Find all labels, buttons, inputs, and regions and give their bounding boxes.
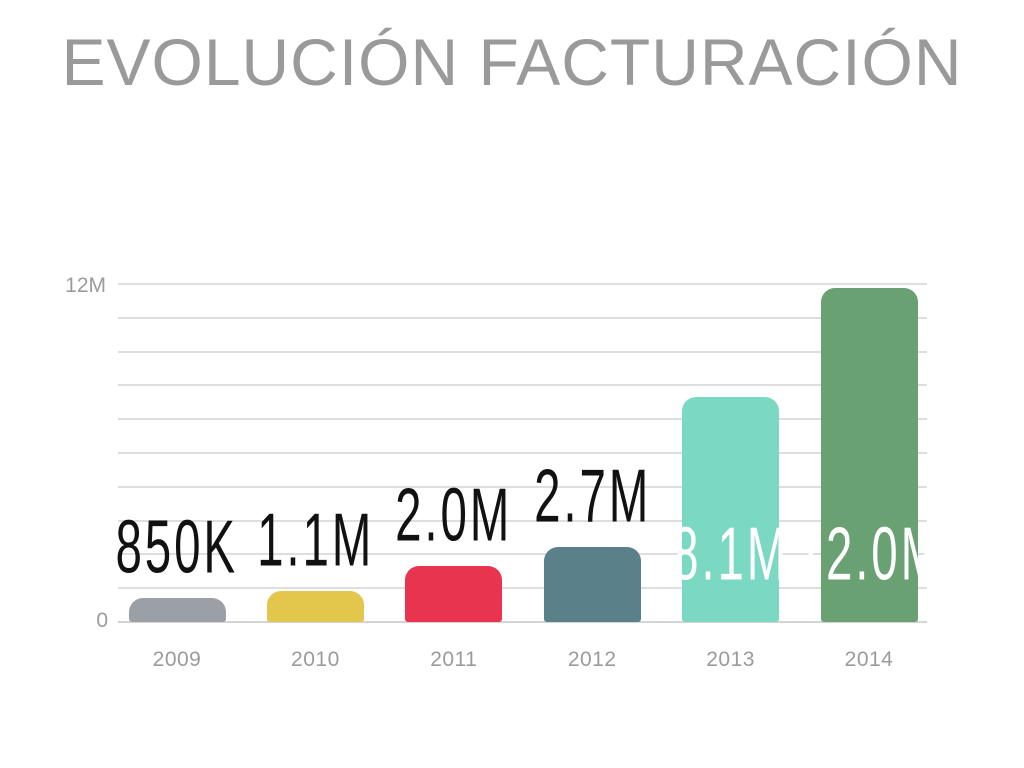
gridline <box>118 452 927 454</box>
y-axis-tick-0: 0 <box>96 609 108 632</box>
bar-2012 <box>543 547 641 622</box>
y-axis-tick-12m: 12M <box>65 274 106 297</box>
gridline <box>118 553 927 556</box>
gridline <box>118 587 927 590</box>
bar-value-text: 1.1M <box>256 498 374 583</box>
bar-2011 <box>405 566 503 622</box>
bar-value-label-2011: 2.0M <box>344 473 564 558</box>
bar-value-text: 2.0M <box>395 473 513 558</box>
bar-2014 <box>820 288 918 622</box>
gridline <box>118 316 927 319</box>
x-axis-label-2013: 2013 <box>706 648 755 671</box>
gridline <box>118 485 927 488</box>
bar-value-label-2009: 850K <box>67 510 287 585</box>
bar-value-text: 2.7M <box>533 454 651 539</box>
gridline <box>118 418 927 421</box>
x-axis-label-2009: 2009 <box>152 648 202 671</box>
x-axis-label-2012: 2012 <box>567 648 617 671</box>
gridline <box>118 350 927 353</box>
x-axis-line <box>118 621 927 623</box>
x-axis-label-2010: 2010 <box>291 648 340 671</box>
bar-2009 <box>128 598 226 622</box>
bar-2010 <box>266 591 364 622</box>
gridline <box>118 283 927 285</box>
gridline <box>118 519 927 522</box>
bar-value-label-2012: 2.7M <box>482 454 702 539</box>
gridline <box>118 384 927 387</box>
page-title: EVOLUCIÓN FACTURACIÓN <box>61 25 963 99</box>
bar-2013 <box>682 397 780 622</box>
bar-value-label-2010: 1.1M <box>205 498 425 583</box>
x-axis-label-2014: 2014 <box>844 648 894 671</box>
x-axis-label-2011: 2011 <box>430 648 478 671</box>
